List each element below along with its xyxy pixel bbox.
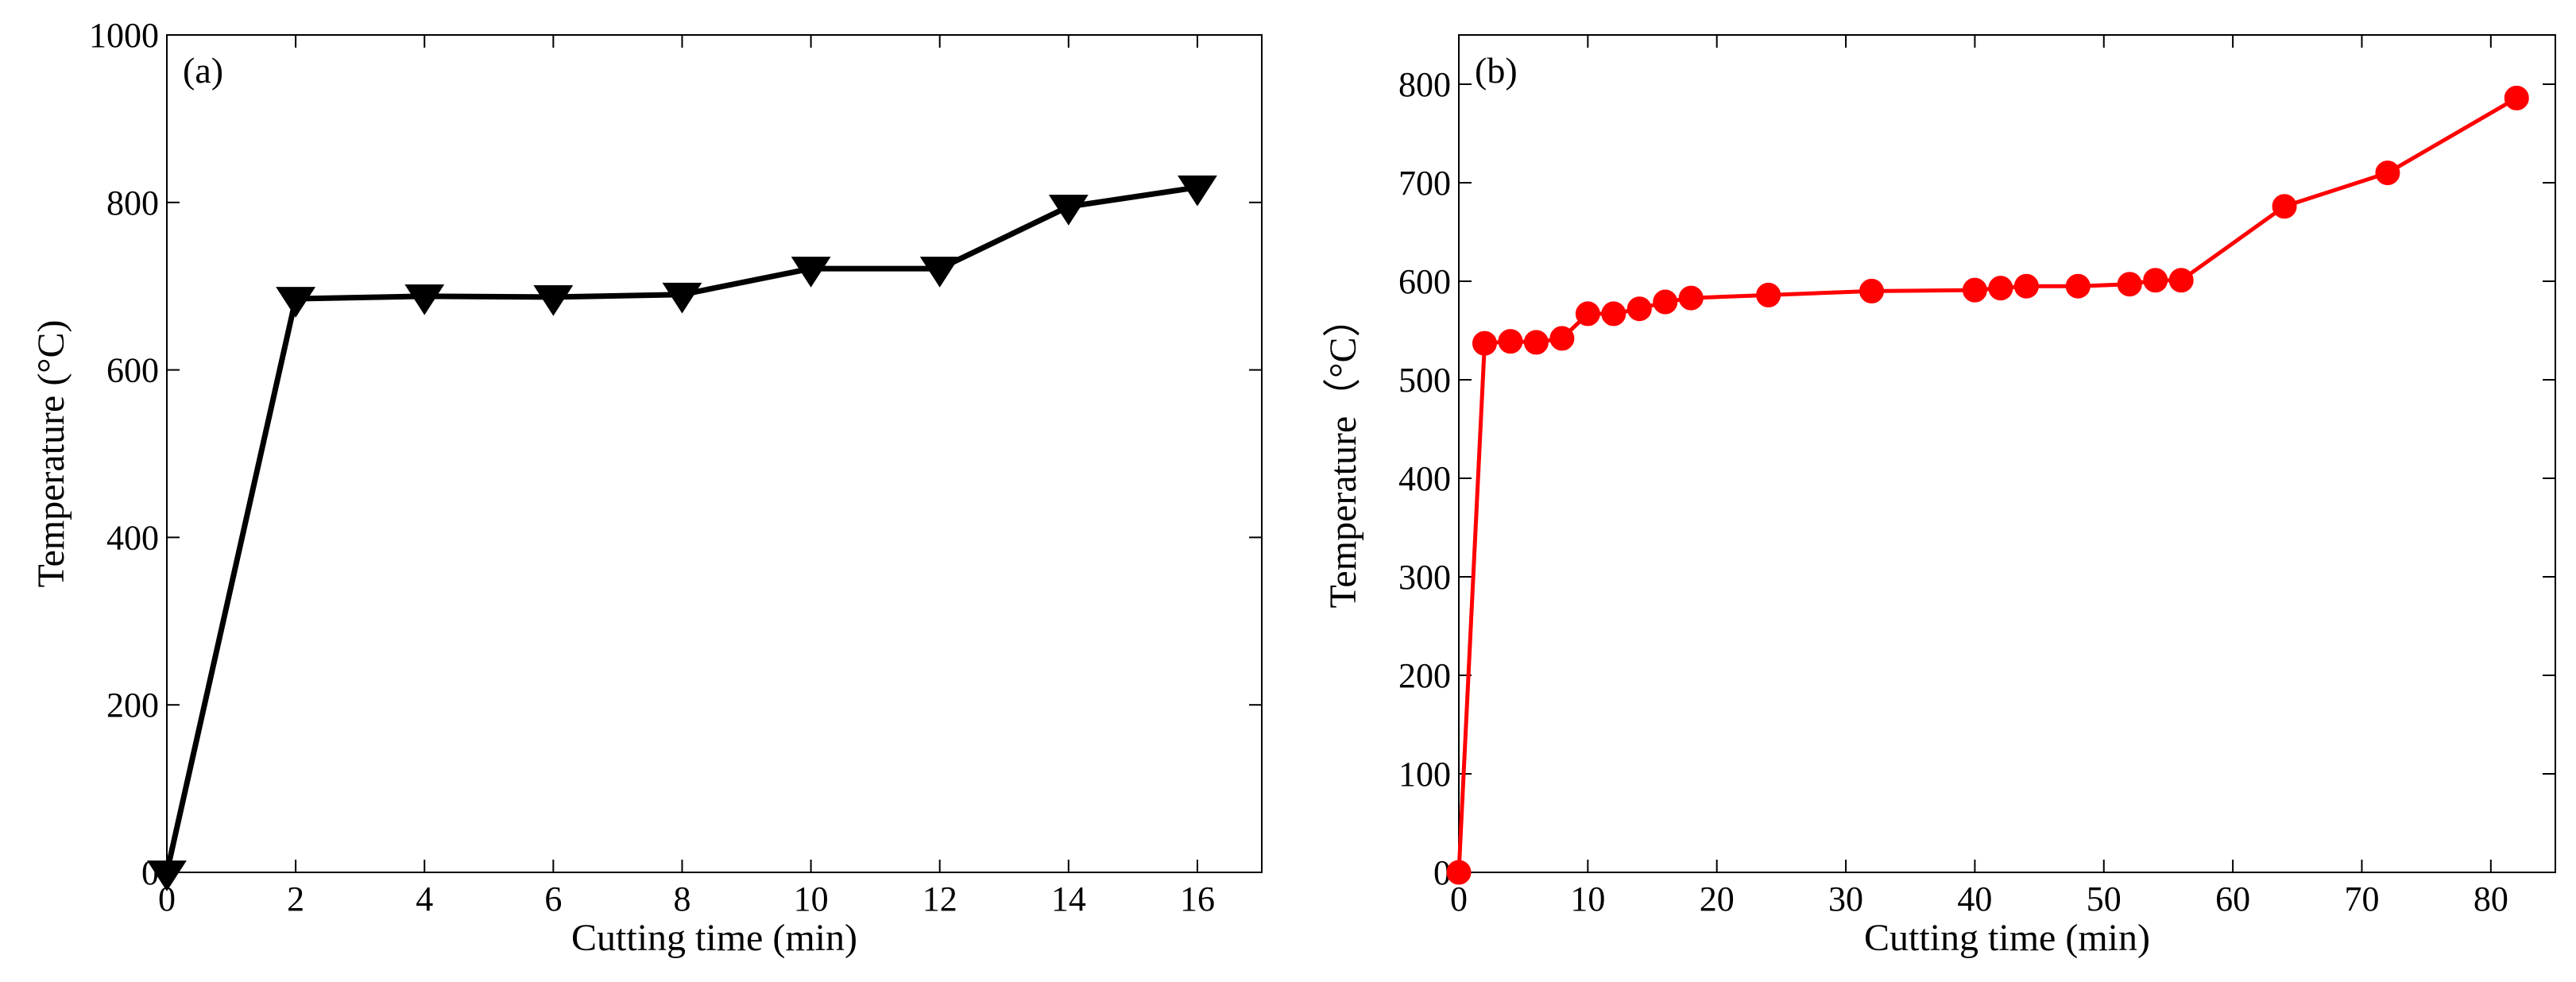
x-tick-label: 10 (1570, 880, 1605, 918)
data-point (919, 257, 960, 288)
data-point (1575, 301, 1600, 327)
y-tick-label: 200 (1398, 656, 1451, 695)
x-tick-label: 30 (1828, 880, 1863, 918)
data-point (662, 282, 702, 314)
x-tick-label: 8 (673, 880, 690, 918)
data-point (533, 285, 574, 316)
y-tick-label: 600 (1398, 262, 1451, 301)
data-point (276, 287, 316, 318)
data-point (791, 257, 831, 288)
data-point (1756, 282, 1781, 307)
data-point (2375, 160, 2400, 186)
x-tick-label: 50 (2087, 880, 2122, 918)
data-point (1178, 175, 1217, 207)
y-tick-label: 200 (106, 686, 159, 725)
y-tick-label: 500 (1398, 361, 1451, 400)
x-tick-label: 0 (158, 880, 176, 918)
y-tick-label: 800 (106, 184, 159, 222)
x-tick-label: 6 (544, 880, 562, 918)
data-point (2143, 268, 2168, 293)
y-tick-label: 400 (1398, 459, 1451, 498)
x-tick-label: 60 (2215, 880, 2250, 918)
y-tick-label: 400 (106, 518, 159, 557)
data-point (1653, 289, 1678, 315)
x-tick-label: 20 (1700, 880, 1735, 918)
y-axis-label: Temperature（°C） (1322, 299, 1364, 608)
x-tick-label: 10 (794, 880, 829, 918)
y-tick-label: 600 (106, 351, 159, 390)
x-tick-label: 4 (416, 880, 433, 918)
x-tick-label: 14 (1051, 880, 1086, 918)
data-point (1523, 330, 1549, 355)
data-point (1962, 277, 1987, 303)
data-point (1988, 276, 2013, 301)
x-axis-label: Cutting time (min) (571, 917, 857, 959)
data-point (2065, 273, 2091, 299)
y-tick-label: 0 (1433, 853, 1451, 892)
series-line (1456, 96, 2518, 873)
data-point (1048, 195, 1089, 226)
data-point (1859, 278, 1885, 303)
data-point (2272, 194, 2297, 219)
plot-frame (166, 34, 1263, 873)
x-tick-label: 2 (287, 880, 304, 918)
x-tick-label: 16 (1180, 880, 1215, 918)
data-point (1549, 326, 1575, 351)
data-point (1626, 296, 1652, 322)
data-point (2013, 273, 2039, 299)
data-point (404, 284, 445, 315)
data-point (147, 860, 187, 891)
data-point (1446, 860, 1472, 885)
chart-panel-b: 0 10 20 30 40 50 60 70 8001002003004005006007008… (1322, 34, 2556, 959)
x-tick-label: 80 (2474, 880, 2508, 918)
x-axis-label: Cutting time (min) (1864, 917, 2150, 959)
data-point (2504, 85, 2529, 110)
x-tick-label: 40 (1957, 880, 1992, 918)
y-tick-label: 700 (1398, 164, 1451, 203)
data-point (2117, 272, 2142, 297)
data-point (1498, 329, 1523, 354)
y-tick-label: 300 (1398, 558, 1451, 597)
data-point (1601, 301, 1626, 327)
x-tick-label: 12 (922, 880, 957, 918)
x-tick-label: 70 (2344, 880, 2379, 918)
y-tick-label: 800 (1398, 65, 1451, 104)
panel-label: (b) (1475, 50, 1518, 91)
panel-label: (a) (183, 50, 223, 91)
y-axis-label: Temperature (°C) (30, 319, 72, 587)
data-point (2168, 268, 2194, 293)
data-point (1678, 285, 1704, 311)
plot-frame (1458, 34, 2556, 873)
y-tick-label: 1000 (89, 16, 159, 55)
x-tick-label: 0 (1450, 880, 1468, 918)
y-tick-label: 100 (1398, 755, 1451, 794)
data-point (1472, 331, 1497, 356)
